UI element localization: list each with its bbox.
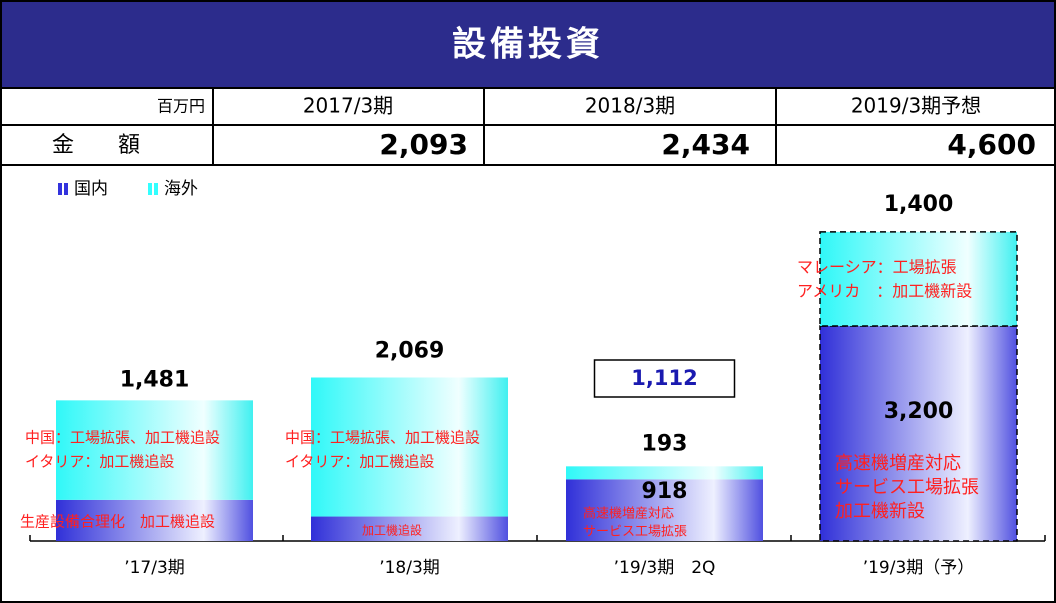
chart: 国内海外6121,481’17/3期3642,069’18/3期918193’1… [20,179,1046,578]
table-value: 4,600 [947,128,1036,161]
bar-segment [311,516,508,541]
unit: 百万円 [157,97,205,116]
annotation: 加工機新設 [835,501,925,522]
data-label: 918 [642,479,688,504]
data-label: 1,481 [120,367,190,392]
legend-label: 海外 [164,179,198,199]
annotation: サービス工場拡張 [583,525,687,540]
data-label: 1,400 [884,192,954,217]
annotation: イタリア：加工機追設 [25,453,174,471]
x-tick-label: ’18/3期 [379,558,440,578]
legend-swatch [154,183,158,195]
column-header: 2017/3期 [303,94,393,118]
data-label: 3,200 [884,399,954,424]
annotation: サービス工場拡張 [835,477,979,498]
x-tick-label: ’19/3期（予） [863,558,975,578]
data-label: 2,069 [375,339,445,364]
annotation: マレーシア：工場拡張 [797,258,957,277]
table-value: 2,434 [661,128,750,161]
annotation: 高速機増産対応 [835,453,961,474]
title: 設備投資 [452,25,604,65]
annotation: イタリア：加工機追設 [285,453,434,471]
column-header: 2019/3期予想 [851,94,981,118]
column-header: 2018/3期 [585,94,675,118]
legend-swatch [148,183,152,195]
table-value: 2,093 [379,128,468,161]
bar-segment [566,479,763,541]
annotation: アメリカ ：加工機新設 [797,282,972,301]
annotation: 生産設備合理化 加工機追設 [20,513,215,531]
legend-label: 国内 [74,179,108,199]
table-grid [0,88,1056,166]
annotation: 中国：工場拡張、加工機追設 [25,429,220,447]
bar-segment [56,400,253,500]
bar-segment [566,466,763,480]
total-box [593,359,736,398]
legend-swatch [58,183,62,195]
bar-segment [311,377,508,517]
bar-segment [819,325,1018,542]
total-label: 1,112 [631,366,697,390]
row-label: 金 額 [52,133,140,158]
x-tick-label: ’19/3期 2Q [614,558,716,578]
x-tick-label: ’17/3期 [124,558,185,578]
bar-segment [819,231,1018,327]
annotation: 高速機増産対応 [583,506,674,522]
bar-segment [56,499,253,541]
title-bar [0,0,1056,89]
annotation: 中国：工場拡張、加工機追設 [285,429,480,447]
data-label: 193 [642,431,688,456]
annotation: 加工機追設 [362,523,422,538]
legend-swatch [64,183,68,195]
